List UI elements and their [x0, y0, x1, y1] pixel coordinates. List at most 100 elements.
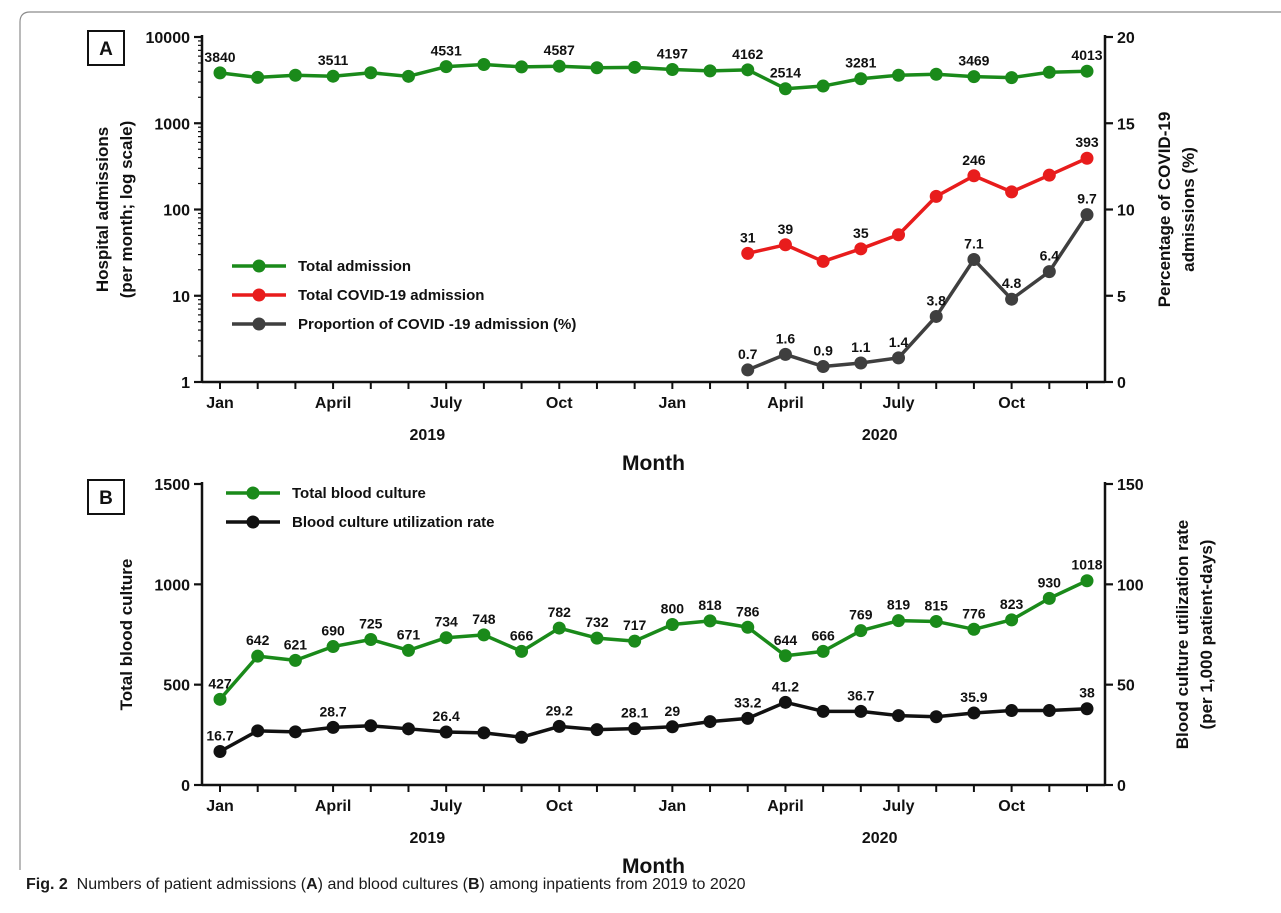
data-point	[854, 72, 868, 86]
legend-marker	[252, 317, 266, 331]
y-right-title-line2: admissions (%)	[1179, 147, 1198, 272]
x-tick-label: April	[767, 395, 803, 412]
data-point	[401, 69, 415, 83]
data-point	[967, 622, 981, 636]
data-label: 1.6	[776, 330, 796, 346]
panel-letter: A	[99, 39, 113, 60]
data-point	[251, 70, 265, 84]
data-label: 36.7	[847, 687, 874, 703]
data-label: 671	[397, 626, 421, 642]
y-right-title-line2: (per 1,000 patient-days)	[1197, 540, 1216, 730]
data-label: 7.1	[964, 236, 984, 252]
data-label: 16.7	[206, 727, 233, 743]
data-point	[1080, 151, 1094, 165]
data-label: 26.4	[433, 708, 460, 724]
x-tick-label: Jan	[659, 798, 687, 815]
data-point	[477, 726, 491, 740]
data-label: 666	[510, 627, 534, 643]
data-label: 930	[1038, 574, 1062, 590]
year-label: 2019	[410, 427, 446, 444]
data-label: 246	[962, 152, 986, 168]
series-line	[219, 62, 1088, 91]
y-left-title: Total blood culture	[117, 559, 136, 711]
data-point	[628, 634, 642, 648]
x-tick-label: April	[315, 798, 351, 815]
data-point	[439, 725, 453, 739]
data-point	[665, 720, 679, 734]
data-point	[515, 60, 529, 74]
data-label: 732	[585, 614, 609, 630]
data-point	[288, 68, 302, 82]
legend-marker	[246, 515, 260, 529]
data-point	[326, 69, 340, 83]
data-point	[967, 706, 981, 720]
caption-ref-a: A	[306, 876, 318, 893]
data-point	[590, 61, 604, 75]
y-right-tick-label: 5	[1117, 289, 1126, 306]
data-point	[892, 68, 906, 82]
data-point	[1042, 265, 1056, 279]
data-point	[213, 66, 227, 80]
data-point	[1080, 64, 1094, 78]
x-tick-label: July	[883, 798, 915, 815]
data-point	[1080, 702, 1094, 716]
data-point	[929, 614, 943, 628]
data-point	[1042, 704, 1056, 718]
data-label: 427	[208, 675, 232, 691]
x-tick-label: July	[883, 395, 915, 412]
data-point	[703, 614, 717, 628]
data-point	[251, 649, 265, 663]
data-point	[778, 347, 792, 361]
data-point	[477, 628, 491, 642]
data-label: 28.7	[319, 703, 346, 719]
data-point	[892, 709, 906, 723]
data-label: 2514	[770, 65, 801, 81]
y-left-tick-label: 500	[163, 678, 190, 695]
y-right-tick-label: 50	[1117, 678, 1135, 695]
data-point	[741, 711, 755, 725]
data-label: 725	[359, 616, 383, 632]
data-label: 666	[811, 627, 835, 643]
series-line	[747, 213, 1089, 372]
x-tick-label: Jan	[206, 798, 234, 815]
figure-border	[19, 11, 1281, 870]
data-point	[628, 722, 642, 736]
data-point	[929, 189, 943, 203]
data-point	[929, 710, 943, 724]
legend-entry: Proportion of COVID -19 admission (%)	[298, 316, 576, 333]
data-label: 9.7	[1077, 191, 1097, 207]
data-point	[703, 64, 717, 78]
panel-letter-box	[87, 30, 125, 66]
data-point	[326, 720, 340, 734]
x-tick-label: Jan	[659, 395, 687, 412]
data-label: 690	[321, 623, 345, 639]
data-label: 4531	[431, 43, 462, 59]
data-label: 621	[284, 636, 308, 652]
data-label: 782	[548, 604, 572, 620]
data-label: 800	[661, 600, 685, 616]
legend-marker	[252, 288, 266, 302]
data-point	[401, 722, 415, 736]
x-tick-label: Oct	[546, 798, 573, 815]
y-right-tick-label: 0	[1117, 778, 1126, 795]
data-point	[778, 82, 792, 96]
data-point	[854, 242, 868, 256]
data-point	[213, 692, 227, 706]
data-label: 4013	[1071, 47, 1102, 63]
panel-a: A 1 10 100 1000 10000 0 5 10 15 20 Jan April July Oct J…	[87, 30, 1198, 475]
x-axis-title: Month	[622, 452, 685, 475]
y-right-tick-label: 20	[1117, 30, 1135, 47]
data-label: 3511	[318, 52, 349, 68]
y-left-tick-label: 1000	[154, 577, 190, 594]
x-tick-label: April	[315, 395, 351, 412]
data-label: 818	[698, 597, 722, 613]
data-point	[778, 238, 792, 252]
year-label: 2020	[862, 427, 898, 444]
x-tick-label: Jan	[206, 395, 234, 412]
data-point	[552, 59, 566, 73]
data-label: 29	[665, 703, 681, 719]
data-point	[251, 724, 265, 738]
y-right-tick-label: 0	[1117, 375, 1126, 392]
y-right-title-line1: Blood culture utilization rate	[1173, 520, 1192, 750]
data-point	[590, 631, 604, 645]
